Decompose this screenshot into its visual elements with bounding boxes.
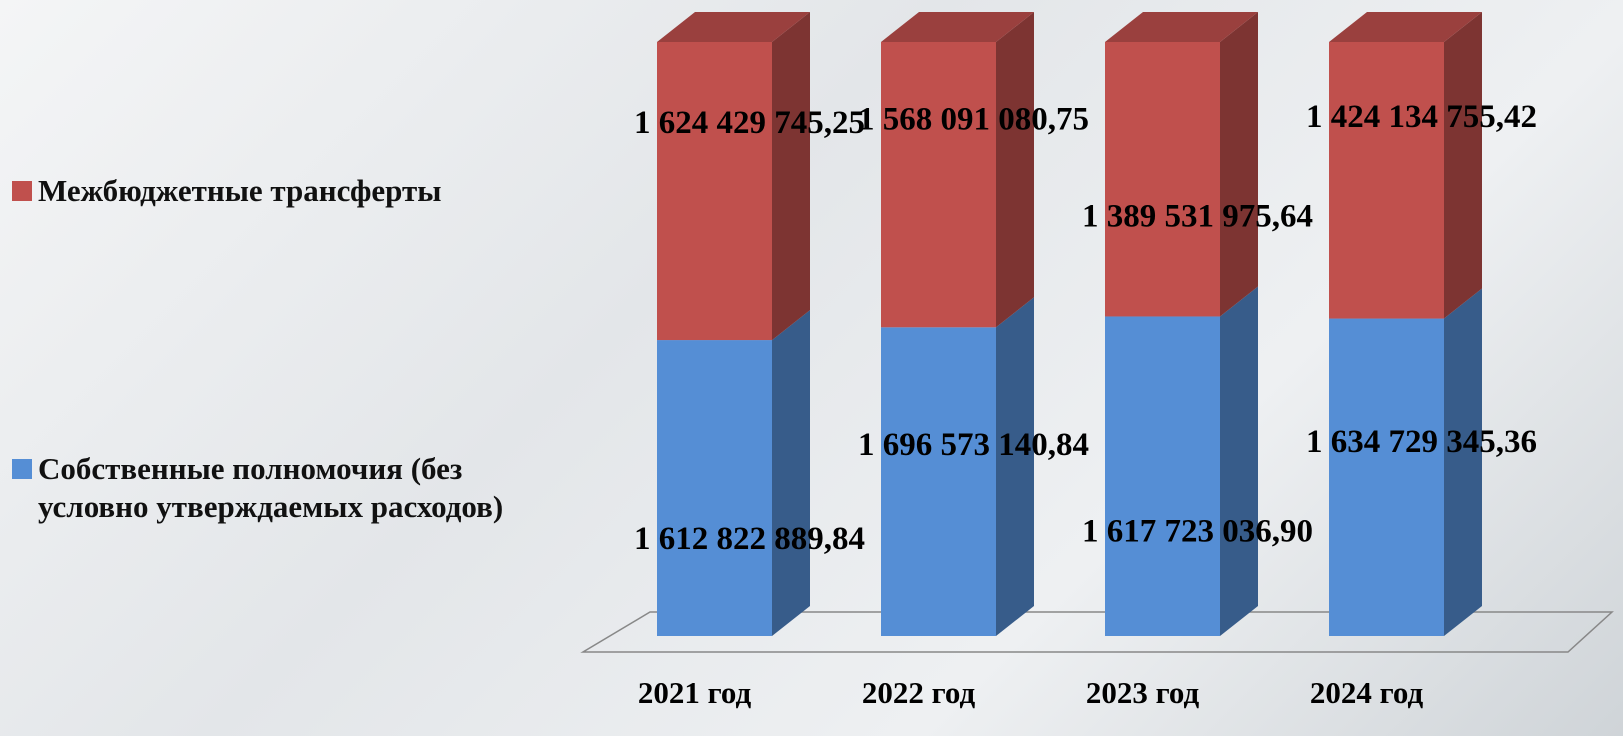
bar-side xyxy=(1444,289,1482,636)
legend-label: Собственные полномочия (без условно утве… xyxy=(38,450,552,526)
bar xyxy=(1329,42,1444,319)
x-tick-label: 2024 год xyxy=(1310,675,1424,710)
x-tick-label: 2022 год xyxy=(862,675,976,710)
bar-side xyxy=(1444,12,1482,319)
bar-side xyxy=(772,12,810,340)
bar-side xyxy=(996,12,1034,327)
page: 2021 год 2022 год 2023 год 2024 год 1 612 82… xyxy=(0,0,1623,736)
data-label: 1 696 573 140,84 xyxy=(858,427,1089,463)
bar xyxy=(657,340,772,636)
bar xyxy=(881,42,996,327)
bar-side xyxy=(1220,12,1258,316)
legend-item: Межбюджетные трансферты xyxy=(12,172,552,210)
bar xyxy=(657,42,772,340)
legend-swatch xyxy=(12,181,32,201)
legend: Межбюджетные трансферты Собственные полно… xyxy=(12,172,552,526)
data-label: 1 624 429 745,25 xyxy=(634,105,865,141)
data-label: 1 389 531 975,64 xyxy=(1082,198,1313,234)
data-label: 1 568 091 080,75 xyxy=(858,101,1089,137)
data-label: 1 612 822 889,84 xyxy=(634,521,865,557)
bar-side xyxy=(772,310,810,636)
data-label: 1 617 723 036,90 xyxy=(1082,513,1313,549)
data-label: 1 424 134 755,42 xyxy=(1306,99,1537,135)
data-label: 1 634 729 345,36 xyxy=(1306,424,1537,460)
legend-swatch xyxy=(12,459,32,479)
legend-item: Собственные полномочия (без условно утве… xyxy=(12,450,552,526)
x-tick-label: 2023 год xyxy=(1086,675,1200,710)
bar xyxy=(1105,42,1220,316)
bar xyxy=(881,327,996,636)
legend-label: Межбюджетные трансферты xyxy=(38,172,441,210)
x-tick-label: 2021 год xyxy=(638,675,752,710)
bar-side xyxy=(996,297,1034,636)
bar-side xyxy=(1220,286,1258,636)
bar xyxy=(1329,319,1444,636)
bar xyxy=(1105,316,1220,636)
